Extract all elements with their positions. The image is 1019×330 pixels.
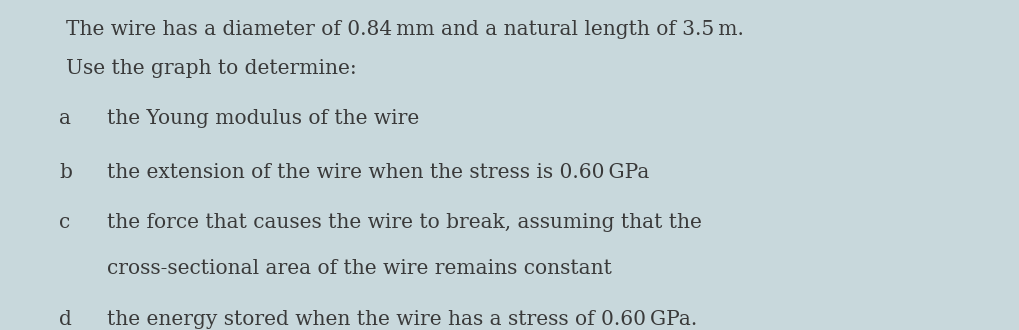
Text: The wire has a diameter of 0.84 mm and a natural length of 3.5 m.: The wire has a diameter of 0.84 mm and a… [66, 20, 744, 39]
Text: the Young modulus of the wire: the Young modulus of the wire [107, 109, 419, 128]
Text: a: a [59, 109, 71, 128]
Text: c: c [59, 213, 70, 232]
Text: cross-sectional area of the wire remains constant: cross-sectional area of the wire remains… [107, 259, 611, 278]
Text: b: b [59, 163, 72, 182]
Text: the force that causes the wire to break, assuming that the: the force that causes the wire to break,… [107, 213, 702, 232]
Text: the extension of the wire when the stress is 0.60 GPa: the extension of the wire when the stres… [107, 163, 649, 182]
Text: d: d [59, 310, 72, 329]
Text: the energy stored when the wire has a stress of 0.60 GPa.: the energy stored when the wire has a st… [107, 310, 697, 329]
Text: Use the graph to determine:: Use the graph to determine: [66, 59, 357, 79]
